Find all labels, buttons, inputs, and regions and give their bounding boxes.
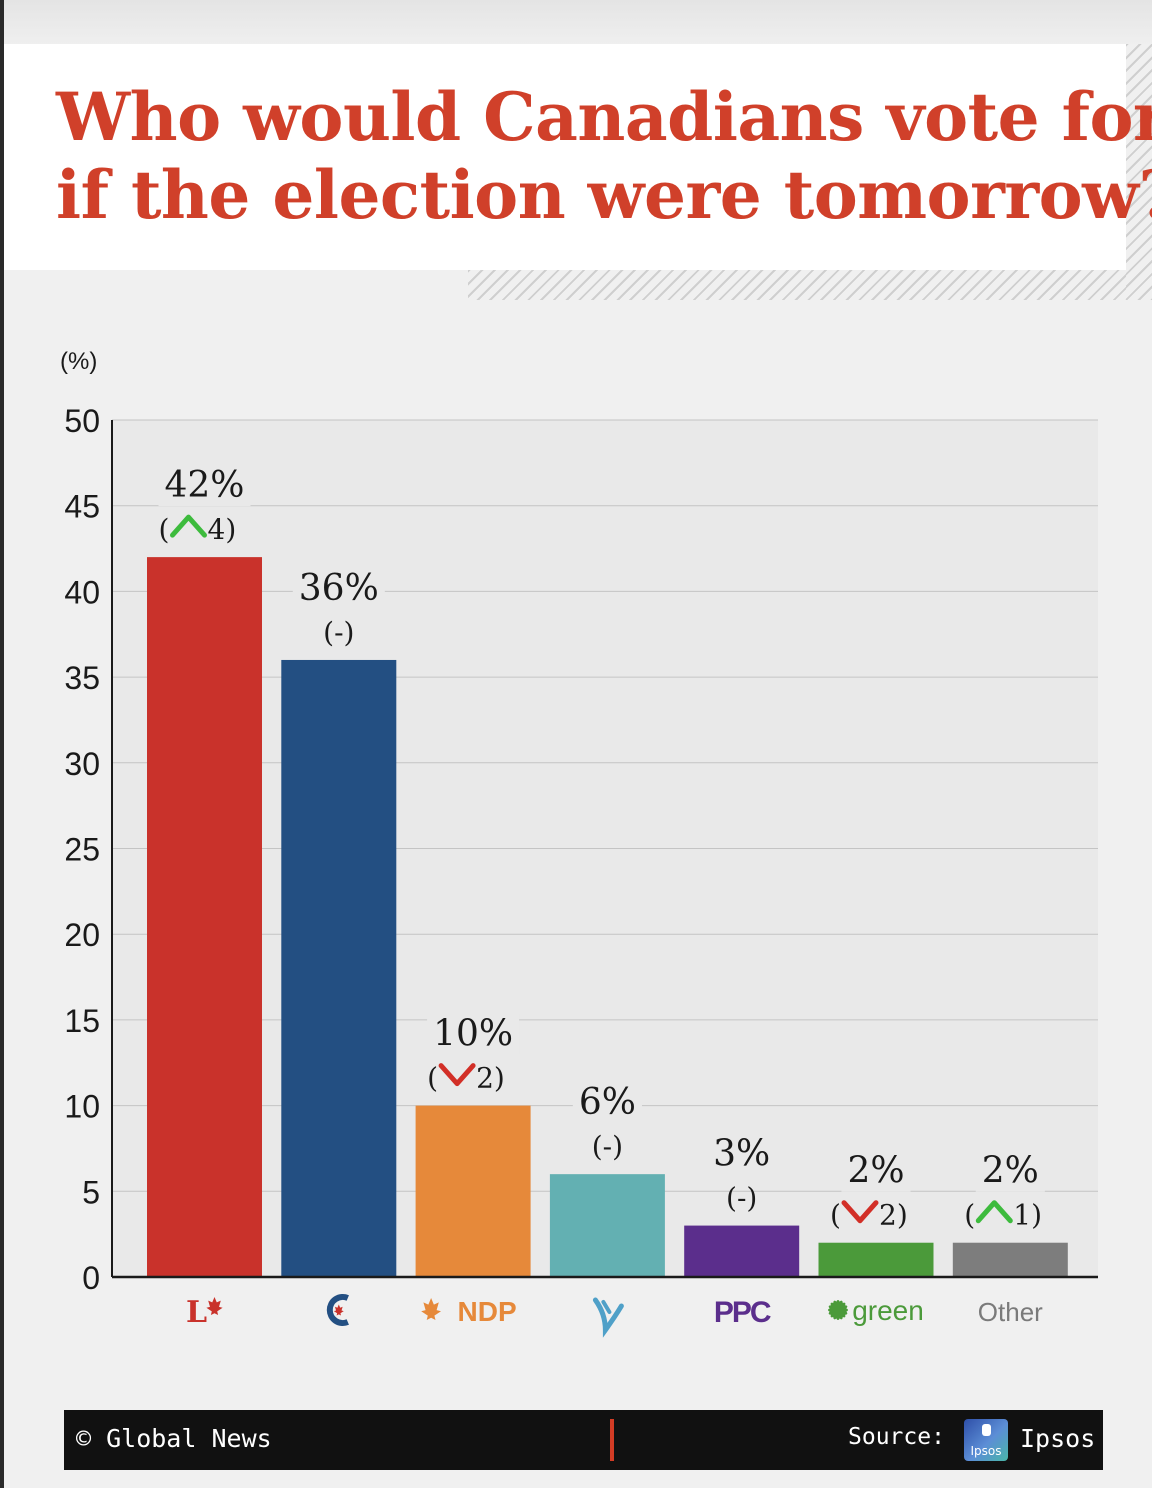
bar: [281, 659, 397, 1277]
data-label: 3%: [713, 1134, 770, 1175]
change-amount: 4): [208, 513, 237, 546]
y-tick-label: 35: [64, 660, 100, 696]
data-label-bg: [427, 1013, 520, 1055]
maple-leaf-icon: [206, 1297, 223, 1315]
down-arrow-icon: [841, 1200, 879, 1224]
change-label: (-): [726, 1182, 757, 1215]
copyright-text: © Global News: [76, 1424, 272, 1453]
change-paren-open: (: [830, 1199, 841, 1232]
change-indicator: (-): [726, 1182, 757, 1215]
source-label: Source:: [848, 1424, 945, 1450]
bar: [684, 1225, 800, 1277]
data-label: 42%: [164, 465, 244, 506]
y-tick-label: 20: [64, 917, 100, 953]
left-edge-bar: [0, 0, 4, 1488]
change-paren-open: (: [159, 513, 170, 546]
chart-title-line-2: if the election were tomorrow?: [56, 156, 1152, 234]
y-tick-label: 10: [64, 1089, 100, 1125]
change-label: (-): [592, 1130, 623, 1163]
liberal-logo: L: [186, 1295, 223, 1330]
footer-divider: [610, 1419, 614, 1461]
up-arrow-icon: [975, 1200, 1013, 1224]
bar: [952, 1242, 1068, 1277]
data-label-bg: [158, 465, 251, 507]
change-amount: 1): [1013, 1199, 1042, 1232]
data-label: 6%: [579, 1082, 636, 1123]
maple-leaf-icon: [421, 1298, 441, 1320]
chart-title-line-1: Who would Canadians vote for: [56, 78, 1152, 156]
data-label-bg: [292, 567, 385, 609]
bloc-logo: [592, 1297, 624, 1338]
change-paren-open: (: [427, 1062, 438, 1095]
other-label: Other: [978, 1297, 1043, 1327]
data-label-bg: [707, 1133, 777, 1175]
bar: [818, 1242, 934, 1277]
change-paren-open: (: [964, 1199, 975, 1232]
y-tick-label: 0: [82, 1260, 100, 1296]
bar: [415, 1105, 531, 1277]
change-indicator: (-): [592, 1130, 623, 1163]
bloc-icon: [592, 1297, 624, 1338]
conservative-c-icon: [326, 1294, 349, 1326]
liberal-logo-letter: L: [186, 1295, 207, 1330]
data-label: 10%: [433, 1014, 513, 1055]
footer-bar: © Global News Source: Ipsos Ipsos: [64, 1410, 1103, 1470]
ndp-logo: NDP: [421, 1296, 517, 1327]
bar-chart: 0 5 10 15 20 25 30 35 40 45 50 (%) 42% (4) 36% (-) 10% (2…: [60, 348, 1098, 1338]
y-tick-label: 40: [64, 574, 100, 610]
y-tick-label: 45: [64, 489, 100, 525]
change-indicator: (1): [964, 1199, 1042, 1232]
change-amount: 2): [476, 1062, 505, 1095]
change-amount: 2): [879, 1199, 908, 1232]
change-indicator: (-): [323, 616, 354, 649]
source-name: Ipsos: [1020, 1424, 1096, 1453]
data-label: 36%: [299, 568, 379, 609]
title-card: [4, 44, 1126, 270]
bar: [147, 557, 262, 1277]
green-logo-text: green: [852, 1295, 924, 1326]
y-tick-label: 30: [64, 746, 100, 782]
data-label: 2%: [847, 1151, 904, 1192]
y-tick-label: 50: [64, 403, 100, 439]
ppc-logo: PPC: [714, 1296, 771, 1329]
change-indicator: (2): [830, 1199, 908, 1232]
bar: [549, 1174, 665, 1277]
hatch-decoration-right: [1126, 44, 1152, 300]
change-indicator: (2): [427, 1062, 505, 1095]
green-flower-petal: [833, 1300, 843, 1320]
hatch-decoration-bottom: [468, 270, 1126, 300]
data-label: 2%: [982, 1151, 1039, 1192]
y-tick-label: 25: [64, 832, 100, 868]
up-arrow-icon: [170, 514, 207, 538]
data-label-bg: [841, 1150, 911, 1192]
data-label-bg: [975, 1150, 1045, 1192]
data-label-bg: [572, 1082, 642, 1124]
y-tick-label: 15: [64, 1003, 100, 1039]
y-axis-label: (%): [60, 348, 97, 375]
green-logo: green: [828, 1295, 924, 1326]
change-label: (-): [323, 616, 354, 649]
ipsos-logo-icon: Ipsos: [964, 1419, 1008, 1461]
maple-leaf-icon: [333, 1304, 344, 1316]
conservative-logo: [326, 1294, 349, 1326]
bloc-icon-stroke: [601, 1300, 612, 1314]
y-tick-label: 5: [82, 1174, 100, 1210]
down-arrow-icon: [438, 1063, 476, 1087]
change-indicator: (4): [159, 513, 237, 546]
ndp-logo-text: NDP: [458, 1296, 517, 1327]
top-shade: [4, 0, 1152, 44]
